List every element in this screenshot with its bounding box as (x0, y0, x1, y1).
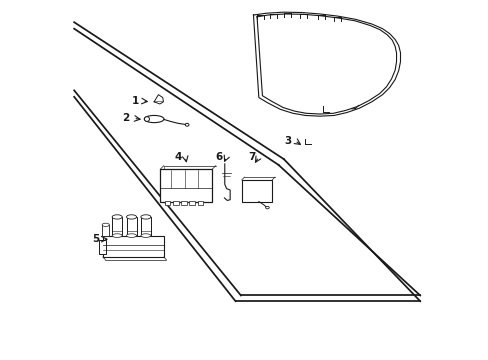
Ellipse shape (265, 206, 269, 209)
Text: 6: 6 (215, 152, 223, 162)
Text: 5: 5 (92, 234, 99, 244)
Bar (189, 201, 195, 205)
Text: 4: 4 (174, 152, 182, 162)
Text: 7: 7 (247, 152, 255, 162)
Text: 1: 1 (131, 96, 139, 106)
Text: 3: 3 (284, 136, 290, 145)
Bar (164, 201, 170, 205)
Bar (99, 240, 105, 253)
Ellipse shape (144, 116, 163, 123)
Polygon shape (154, 95, 163, 104)
Bar (181, 201, 186, 205)
Bar (112, 217, 122, 235)
Ellipse shape (126, 215, 136, 219)
Ellipse shape (112, 234, 122, 237)
Bar (160, 169, 212, 202)
Bar (172, 201, 178, 205)
Bar (126, 217, 136, 235)
Bar (141, 217, 151, 235)
Ellipse shape (102, 223, 109, 226)
Ellipse shape (141, 234, 151, 237)
Ellipse shape (185, 123, 188, 126)
Bar (241, 180, 271, 202)
Ellipse shape (126, 234, 136, 237)
Ellipse shape (144, 117, 149, 121)
Ellipse shape (141, 215, 151, 219)
Ellipse shape (112, 215, 122, 219)
Bar (197, 201, 203, 205)
Bar (102, 225, 109, 235)
Text: 2: 2 (122, 113, 129, 123)
Bar (102, 235, 163, 257)
